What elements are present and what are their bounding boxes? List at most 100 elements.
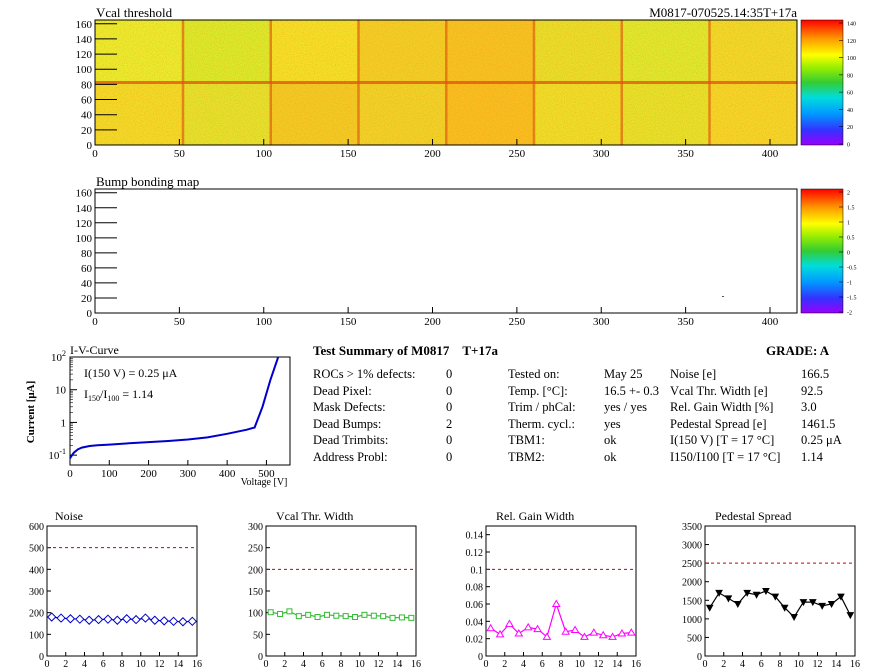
bump-colorbar-ticks: -2 -1.5 -1 -0.5 0 0.5 1 1.5 2 [839,191,857,317]
vcal-map-heatmap [95,20,798,146]
map-ytick-label: 40 [81,278,93,290]
data-point [533,624,542,633]
colorbar-tick-label: 1.5 [847,206,855,212]
data-point [56,613,66,623]
data-point [380,613,387,620]
iv-ylabel: Current [μA] [25,381,37,444]
summary-row-value: 0 [446,449,453,464]
data-point [352,614,359,620]
roc-edge [95,81,797,84]
iv-xtick-label: 0 [67,468,73,480]
data-point [752,591,761,599]
map-ytick-label: 100 [76,233,93,245]
map-xtick-label: 200 [424,316,441,328]
map-xtick-label: 0 [92,148,98,160]
ytick-label: 1000 [682,615,702,626]
xtick-label: 6 [759,659,764,670]
ytick-label: 200 [29,609,44,620]
vcal-map-axes: 0 50 100 150 200 250 300 350 400 0 20 40 60 80 100 120 1… [76,19,779,160]
summary-chart-title: Rel. Gain Width [496,509,574,523]
xtick-label: 12 [813,659,823,670]
ytick-label: 0 [258,652,263,663]
colorbar-tick-label: -0.5 [847,266,857,272]
summary-row-value: 2 [446,416,453,431]
iv-curve-frame [69,356,291,466]
colorbar-tick-label: 1 [847,221,850,227]
iv-annotation-ratio: I150/I100 = 1.14 [84,387,153,403]
bump-map-axes: 0 50 100 150 200 250 300 350 400 0 20 40 60 80 100 120 1… [76,188,779,328]
map-xtick-label: 150 [340,148,357,160]
xtick-label: 16 [192,659,202,670]
summary-row-value: ok [604,449,617,464]
map-xtick-label: 0 [92,316,98,328]
colorbar-tick-label: -1.5 [847,296,857,302]
summary-chart-frame [704,525,856,657]
xtick-label: 8 [778,659,783,670]
iv-curve-title: I-V-Curve [70,343,119,357]
data-point [178,617,188,627]
map-ytick-label: 140 [76,203,93,215]
colorbar-tick-label: 40 [847,108,853,114]
vcal-colorbar-ticks: 0 20 40 60 80 100 120 140 [839,22,856,149]
xtick-label: 10 [794,659,804,670]
summary-row-label: Vcal Thr. Width [e] [670,383,768,398]
colorbar-tick-label: -2 [847,311,852,317]
data-point [608,632,617,640]
xtick-label: 8 [559,659,564,670]
map-xtick-label: 350 [677,148,694,160]
map-ytick-label: 160 [76,19,93,31]
data-point [771,593,780,601]
data-point [75,614,85,624]
summary-chart-frame [265,525,417,657]
ytick-label: 0.12 [466,548,484,559]
summary-row-label: Dead Bumps: [313,416,382,431]
iv-xtick-label: 300 [180,468,197,480]
summary-row-label: Trim / phCal: [508,400,576,414]
data-point [705,604,714,612]
ytick-label: 0.08 [466,583,484,594]
data-point [103,614,113,624]
iv-curve-panel: I-V-Curve 0 100 200 300 400 500 10-1 1 10 102 I(1… [25,343,291,488]
colorbar-tick-label: 120 [847,39,856,45]
summary-row-label: Noise [e] [670,367,717,381]
data-point [514,628,524,637]
ytick-label: 0.02 [466,635,484,646]
map-ytick-label: 20 [81,293,93,305]
data-point [561,627,571,635]
summary-row-label: Temp. [°C]: [508,383,568,398]
data-point [505,619,514,627]
summary-row-label: TBM1: [508,433,545,447]
map-ytick-label: 60 [81,95,93,107]
iv-xlabel: Voltage [V] [241,477,288,488]
summary-chart-title: Vcal Thr. Width [276,509,353,523]
data-point [523,622,533,631]
ytick-label: 0 [39,652,44,663]
ytick-label: 2500 [682,559,702,570]
xtick-label: 14 [173,659,183,670]
summary-chart: Pedestal Spread 0 500 1000 1500 2000 2500 3000 3… [682,509,860,670]
xtick-label: 4 [740,659,745,670]
ytick-label: 0.1 [471,565,484,576]
summary-row-label: TBM2: [508,449,545,464]
xtick-label: 10 [136,659,146,670]
data-point [398,614,405,621]
series-line [709,590,851,618]
summary-row-value: yes / yes [604,400,648,414]
ytick-label: 3500 [682,522,702,533]
xtick-label: 0 [484,659,489,670]
summary-row-value: 16.5 +- 0.3 [604,383,659,398]
vcal-map-title: Vcal threshold [96,5,173,20]
summary-row-label: Mask Defects: [313,400,386,414]
map-xtick-label: 150 [340,316,357,328]
map-xtick-label: 50 [174,316,186,328]
ytick-label: 500 [687,633,702,644]
data-point [112,615,123,625]
xtick-label: 16 [850,659,860,670]
summary-row-label: Tested on: [508,367,560,381]
colorbar-tick-label: 2 [847,191,850,197]
data-point [617,628,627,637]
ytick-label: 150 [248,587,263,598]
data-point [626,628,636,636]
map-xtick-label: 300 [593,316,610,328]
